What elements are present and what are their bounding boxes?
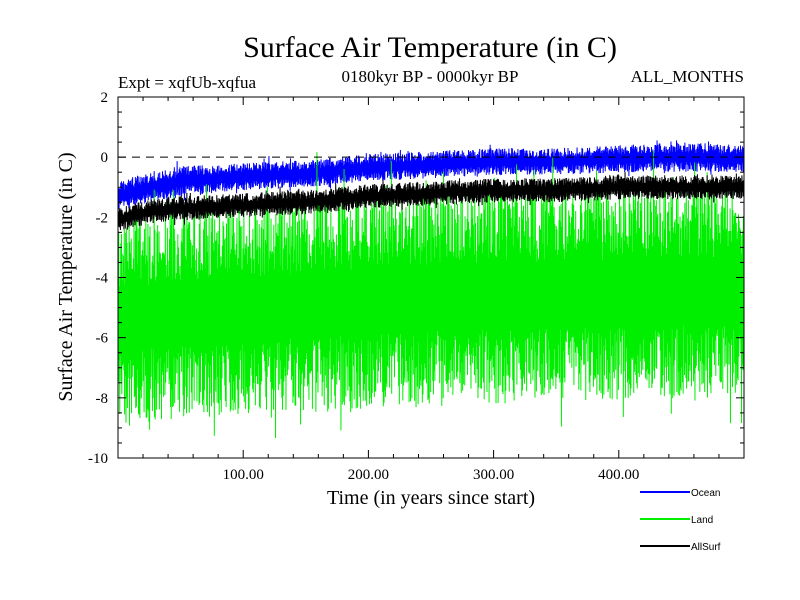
axis-layer: 100.00 200.00 300.00 400.00 -10 -8 -6 -4 -2 0 2 [88, 90, 744, 483]
series-line-allsurf [118, 171, 744, 231]
legend-label-land: Land [691, 515, 713, 526]
time-range-label: 0180kyr BP - 0000kyr BP [342, 67, 519, 86]
legend: Ocean Land AllSurf [640, 488, 721, 553]
chart-title: Surface Air Temperature (in C) [243, 31, 617, 64]
y-tick-label: -8 [96, 391, 109, 407]
x-tick-label: 300.00 [473, 467, 514, 483]
series-layer [118, 140, 744, 439]
x-tick-label: 100.00 [223, 467, 264, 483]
legend-label-ocean: Ocean [691, 488, 720, 499]
x-tick-label: 200.00 [348, 467, 389, 483]
x-tick-label: 400.00 [598, 467, 639, 483]
x-axis-label: Time (in years since start) [327, 487, 535, 509]
y-axis-label: Surface Air Temperature (in C) [55, 152, 77, 401]
series-line-land [118, 151, 744, 439]
months-label: ALL_MONTHS [631, 67, 744, 86]
y-tick-label: -10 [88, 451, 108, 467]
y-tick-label: -4 [96, 271, 109, 287]
y-tick-label: 2 [101, 90, 109, 106]
experiment-label: Expt = xqfUb-xqfua [118, 73, 256, 92]
y-tick-label: 0 [101, 150, 109, 166]
y-tick-label: -6 [96, 331, 109, 347]
legend-label-allsurf: AllSurf [691, 542, 721, 553]
series-line-ocean [118, 140, 744, 210]
y-tick-label: -2 [96, 210, 109, 226]
